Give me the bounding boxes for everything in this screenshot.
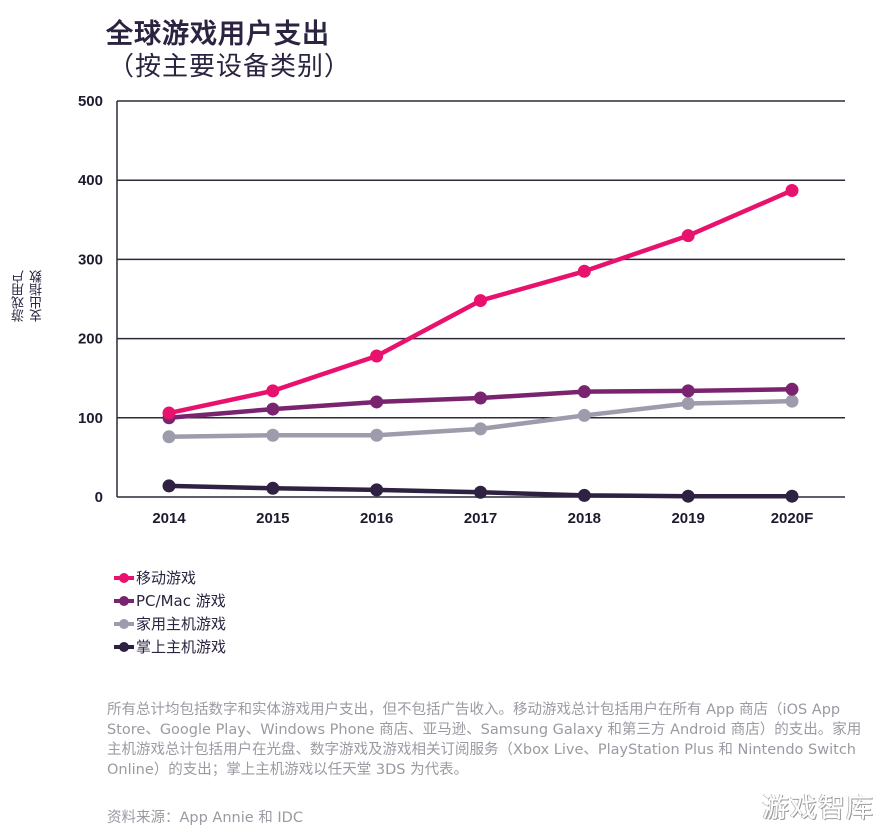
- y-tick-label: 100: [78, 410, 103, 427]
- data-point: [577, 408, 591, 422]
- data-point: [681, 397, 695, 411]
- series-lines: [162, 183, 799, 503]
- legend-label: PC/Mac 游戏: [136, 592, 226, 610]
- legend-label: 掌上主机游戏: [136, 638, 227, 656]
- y-tick-label: 500: [78, 93, 103, 110]
- data-point: [370, 349, 384, 363]
- data-point: [785, 394, 799, 408]
- footnote: 所有总计均包括数字和实体游戏用户支出，但不包括广告收入。移动游戏总计包括用户在所…: [107, 702, 862, 778]
- x-tick-label: 2017: [464, 510, 497, 527]
- data-point: [474, 485, 487, 499]
- data-point: [266, 428, 280, 442]
- data-point: [474, 294, 487, 308]
- data-point: [785, 489, 799, 503]
- chart-subtitle: （按主要设备类别）: [108, 52, 352, 82]
- x-tick-labels: 2014 2015 2016 2017 2018 2019 2020F: [152, 510, 813, 527]
- x-tick-label: 2015: [256, 510, 289, 527]
- y-tick-labels: 0 100 200 300 400 500: [78, 93, 103, 506]
- data-point: [266, 402, 280, 416]
- data-point: [370, 483, 384, 497]
- x-tick-label: 2019: [671, 510, 704, 527]
- y-tick-label: 200: [78, 331, 103, 348]
- legend-item: 移动游戏: [114, 566, 226, 589]
- legend-marker-icon: [114, 572, 134, 583]
- data-point: [681, 229, 695, 243]
- data-point: [474, 422, 487, 436]
- data-point: [785, 183, 799, 197]
- data-point: [162, 406, 176, 420]
- legend-marker-icon: [114, 618, 134, 629]
- data-point: [266, 481, 280, 495]
- legend: 移动游戏 PC/Mac 游戏 家用主机游戏 掌上主机游戏: [114, 566, 226, 658]
- data-point: [577, 385, 591, 399]
- legend-item: 掌上主机游戏: [114, 635, 226, 658]
- legend-marker-icon: [114, 595, 134, 606]
- data-point: [162, 430, 176, 444]
- data-point: [266, 384, 280, 398]
- x-tick-label: 2014: [152, 510, 186, 527]
- series-3: [162, 479, 799, 503]
- data-point: [577, 488, 591, 502]
- legend-label: 家用主机游戏: [136, 615, 227, 633]
- data-point: [681, 489, 695, 503]
- data-point: [162, 479, 176, 493]
- data-point: [370, 395, 384, 409]
- legend-item: 家用主机游戏: [114, 612, 226, 635]
- chart-title: 全球游戏用户支出: [106, 19, 330, 50]
- series-0: [162, 183, 799, 420]
- data-point: [474, 391, 487, 405]
- x-tick-label: 2016: [360, 510, 393, 527]
- y-tick-label: 400: [78, 172, 103, 189]
- series-1: [162, 382, 799, 425]
- source-note: 资料来源：App Annie 和 IDC: [107, 810, 303, 826]
- data-point: [370, 428, 384, 442]
- series-2: [162, 394, 799, 444]
- data-point: [577, 264, 591, 278]
- x-tick-label: 2020F: [771, 510, 814, 527]
- legend-marker-icon: [114, 641, 134, 652]
- watermark: 游戏智库: [762, 793, 874, 824]
- x-tick-label: 2018: [568, 510, 601, 527]
- data-point: [681, 384, 695, 398]
- legend-label: 移动游戏: [136, 569, 197, 587]
- legend-item: PC/Mac 游戏: [114, 589, 226, 612]
- y-tick-label: 300: [78, 251, 103, 268]
- y-tick-label: 0: [95, 489, 103, 506]
- data-point: [785, 382, 799, 396]
